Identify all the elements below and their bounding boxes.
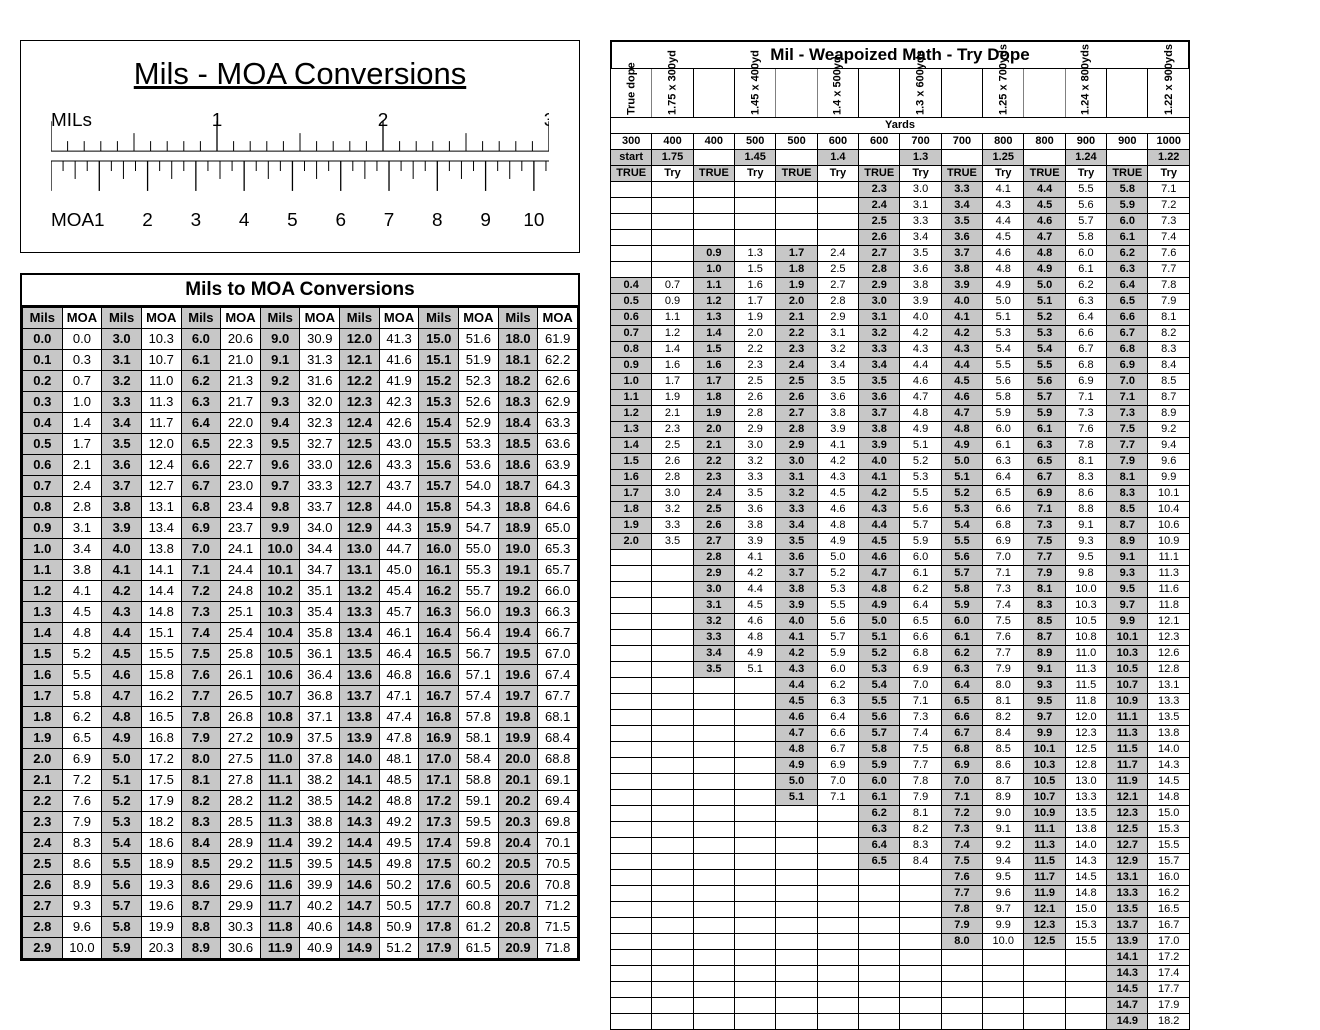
svg-text:6: 6 [335, 210, 346, 231]
mil-weaponized-table: True dope1.75 x 300yd1.45 x 400yd1.4 x 5… [610, 68, 1190, 1030]
ruler-title: Mils - MOA Conversions [51, 56, 549, 92]
svg-text:8: 8 [432, 210, 443, 231]
mils-to-moa-table: MilsMOAMilsMOAMilsMOAMilsMOAMilsMOAMilsM… [22, 307, 578, 959]
svg-text:2: 2 [378, 110, 389, 131]
svg-text:3: 3 [544, 110, 549, 131]
mils-to-moa-panel: Mils to MOA Conversions MilsMOAMilsMOAMi… [20, 273, 580, 961]
svg-text:7: 7 [384, 210, 395, 231]
svg-text:9: 9 [480, 210, 491, 231]
svg-text:3: 3 [191, 210, 202, 231]
mil-weaponized-title: Mil - Weapoized Math - Try Dope [610, 40, 1190, 68]
svg-text:10: 10 [523, 210, 544, 231]
mils-label: MILs [51, 110, 92, 131]
svg-text:4: 4 [239, 210, 250, 231]
svg-text:2: 2 [142, 210, 153, 231]
svg-text:1: 1 [94, 210, 105, 231]
svg-text:1: 1 [212, 110, 223, 131]
ruler-panel: Mils - MOA Conversions MILs 1 2 3 1 2 3 4 5 6 7 8… [20, 40, 580, 253]
ruler-svg: MILs 1 2 3 1 2 3 4 5 6 7 8 9 10 MOA [51, 106, 549, 236]
moa-label: MOA [51, 210, 94, 231]
mils-to-moa-title: Mils to MOA Conversions [22, 275, 578, 307]
svg-text:5: 5 [287, 210, 298, 231]
